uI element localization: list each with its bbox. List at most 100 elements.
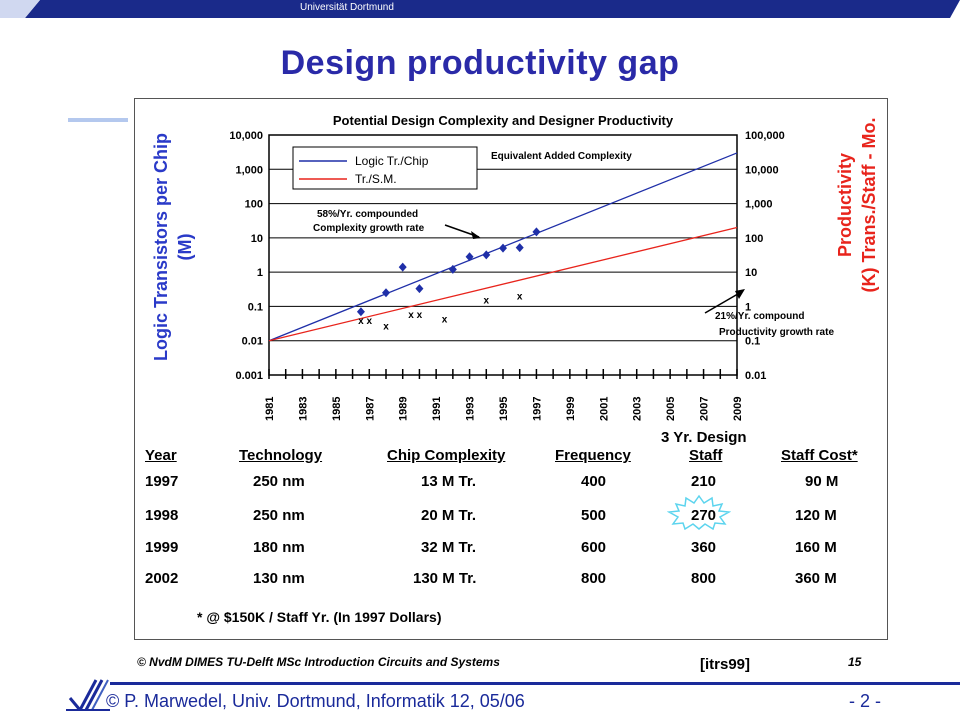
y-right-tick-label: 1 xyxy=(745,301,751,313)
table-cell: 250 nm xyxy=(253,507,305,524)
data-point-x: x xyxy=(408,310,414,321)
table-header-staff-cost: Staff Cost* xyxy=(781,447,858,464)
table-cell: 600 xyxy=(581,539,607,556)
y-right-axis-title: Productivity xyxy=(835,153,855,257)
table-cell: 32 M Tr. xyxy=(421,539,477,556)
y-left-tick-label: 10 xyxy=(251,233,263,245)
x-tick-label: 1999 xyxy=(565,397,577,421)
title-accent-line xyxy=(68,118,128,122)
table-header-year: Year xyxy=(145,447,177,464)
y-left-tick-label: 100 xyxy=(245,199,263,211)
y-right-tick-label: 0.1 xyxy=(745,336,760,348)
table-cell: 360 M xyxy=(795,570,837,587)
x-tick-label: 1983 xyxy=(297,397,309,421)
data-point-diamond xyxy=(398,262,407,272)
y-right-tick-label: 10 xyxy=(745,267,757,279)
table-cell: 800 xyxy=(691,570,717,587)
data-point-diamond xyxy=(482,250,491,260)
highlight-starburst xyxy=(667,494,731,530)
university-logo-icon xyxy=(66,679,110,711)
table-cell: 210 xyxy=(691,473,717,490)
footer-page-number: - 2 - xyxy=(849,691,882,711)
x-tick-label: 1995 xyxy=(498,397,510,421)
y-left-tick-label: 0.1 xyxy=(248,301,263,313)
table-cell: 120 M xyxy=(795,507,837,524)
table-cell: 1998 xyxy=(145,507,179,524)
figure-page-number: 15 xyxy=(848,655,862,669)
annotation-complexity: 58%/Yr. compounded xyxy=(317,209,418,220)
table-cell: 130 nm xyxy=(253,570,305,587)
table-cell: 20 M Tr. xyxy=(421,507,477,524)
y-right-tick-label: 100,000 xyxy=(745,130,785,142)
x-tick-label: 1985 xyxy=(331,397,343,421)
y-right-tick-label: 100 xyxy=(745,233,763,245)
footer-bar xyxy=(110,682,960,685)
legend-note: Equivalent Added Complexity xyxy=(491,151,632,162)
x-tick-label: 2005 xyxy=(665,397,677,421)
table-header-chip-complexity: Chip Complexity xyxy=(387,447,506,464)
y-right-axis-unit: (K) Trans./Staff - Mo. xyxy=(859,118,879,293)
data-point-x: x xyxy=(517,291,523,302)
table-cell: 1999 xyxy=(145,539,179,556)
data-point-diamond xyxy=(515,243,524,253)
table-cell: 400 xyxy=(581,473,607,490)
footer-author: © P. Marwedel, Univ. Dortmund, Informati… xyxy=(106,691,525,711)
y-left-tick-label: 1,000 xyxy=(235,164,263,176)
legend-label-logic: Logic Tr./Chip xyxy=(355,154,429,168)
table-header-staff: Staff xyxy=(689,447,723,464)
x-tick-label: 1987 xyxy=(364,397,376,421)
x-tick-label: 2003 xyxy=(632,397,644,421)
design-cost-table: 3 Yr. Design Year Technology Chip Comple… xyxy=(135,99,887,639)
annotation-arrow-productivity xyxy=(704,290,744,314)
y-right-tick-label: 10,000 xyxy=(745,164,779,176)
annotation-arrowhead-complexity xyxy=(471,231,481,239)
y-right-tick-label: 1,000 xyxy=(745,199,773,211)
data-point-diamond xyxy=(532,227,541,237)
data-point-x: x xyxy=(484,295,490,306)
chart-title: Potential Design Complexity and Designer… xyxy=(333,113,674,128)
annotation-complexity: Complexity growth rate xyxy=(313,223,425,234)
data-point-x: x xyxy=(367,316,373,327)
table-cell: 130 M Tr. xyxy=(413,570,477,587)
data-point-x: x xyxy=(417,310,423,321)
x-tick-label: 1993 xyxy=(465,397,477,421)
data-point-diamond xyxy=(499,243,507,253)
table-cell: 800 xyxy=(581,570,607,587)
data-point-x: x xyxy=(383,321,389,332)
data-point-diamond xyxy=(465,252,474,262)
table-cell: 13 M Tr. xyxy=(421,473,477,490)
table-cell: 1997 xyxy=(145,473,179,490)
x-tick-label: 1981 xyxy=(264,397,276,421)
data-point-x: x xyxy=(358,316,364,327)
table-cell: 180 nm xyxy=(253,539,305,556)
x-tick-label: 2009 xyxy=(732,397,744,421)
university-name: Universität Dortmund xyxy=(300,2,394,13)
y-left-tick-label: 1 xyxy=(257,267,263,279)
table-cell-highlighted: 270 xyxy=(691,507,717,524)
y-left-axis-unit: (M) xyxy=(175,234,195,261)
x-tick-label: 2007 xyxy=(699,397,711,421)
y-right-tick-label: 0.01 xyxy=(745,370,766,382)
data-point-x: x xyxy=(442,314,448,325)
table-cell: 160 M xyxy=(795,539,837,556)
annotation-arrowhead-productivity xyxy=(735,289,745,299)
table-cell: 90 M xyxy=(805,473,839,490)
table-cell: 360 xyxy=(691,539,717,556)
source-tag: [itrs99] xyxy=(700,656,751,673)
table-header-frequency: Frequency xyxy=(555,447,631,464)
slide-title: Design productivity gap xyxy=(280,44,680,82)
table-footnote: * @ $150K / Staff Yr. (In 1997 Dollars) xyxy=(197,609,442,625)
x-tick-label: 1997 xyxy=(531,397,543,421)
data-point-diamond xyxy=(356,307,365,317)
y-left-tick-label: 0.001 xyxy=(235,370,263,382)
y-left-tick-label: 10,000 xyxy=(229,130,263,142)
productivity-chart: 10,000 1,000 100 10 1 0.1 0.01 0.001 100,000 10,0… xyxy=(151,113,879,421)
x-tick-label: 1989 xyxy=(398,397,410,421)
x-tick-label: 1991 xyxy=(431,397,443,421)
annotation-productivity: 21%/Yr. compound xyxy=(715,311,804,322)
table-header-technology: Technology xyxy=(239,447,323,464)
trend-line-productivity xyxy=(268,226,738,342)
data-point-diamond xyxy=(415,284,424,294)
legend-label-productivity: Tr./S.M. xyxy=(355,172,397,186)
top-bar xyxy=(0,0,960,18)
